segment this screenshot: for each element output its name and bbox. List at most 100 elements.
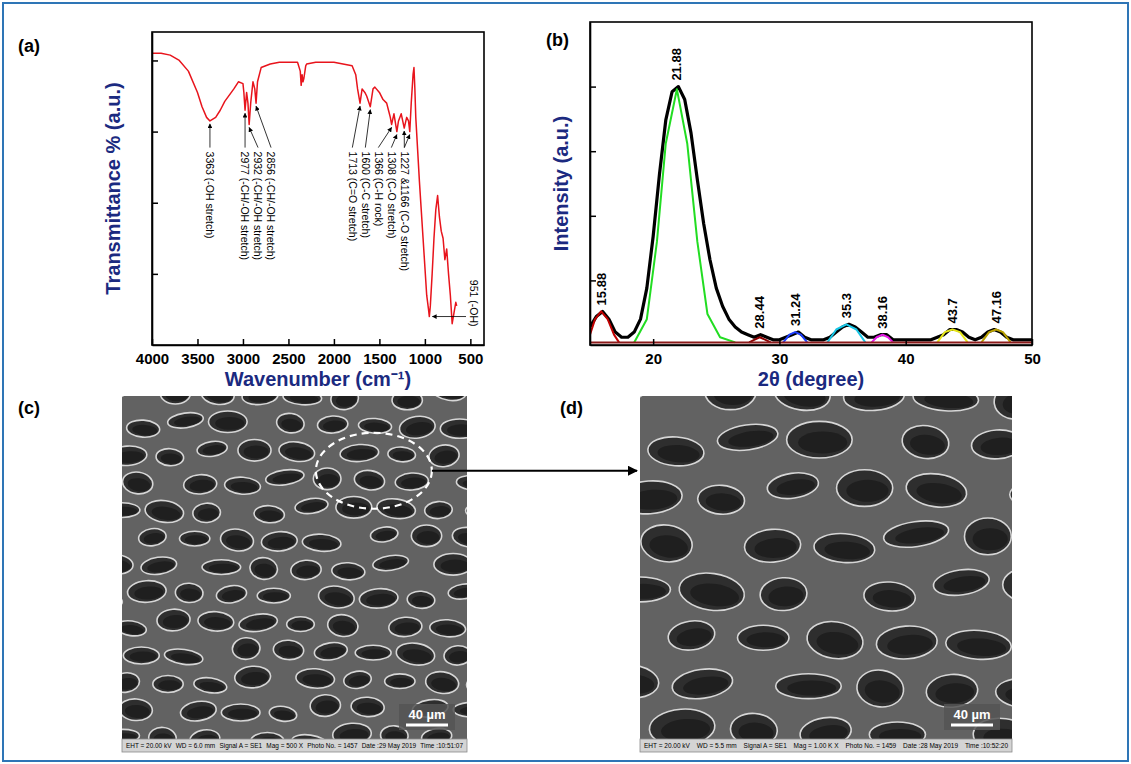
panel-label: (a)	[18, 36, 40, 56]
pore-rim-shadow	[957, 637, 1007, 658]
y-axis-title: Intensity (a.u.)	[550, 116, 572, 252]
peak-label: 31.24	[788, 293, 803, 326]
pore-rim-shadow	[302, 673, 332, 687]
pore	[331, 562, 365, 581]
pore-rim-shadow	[787, 681, 836, 696]
pore	[776, 674, 842, 699]
pore-rim-shadow	[924, 396, 974, 410]
pore-rim-shadow	[151, 505, 182, 522]
pore	[238, 439, 271, 461]
pore-rim-shadow	[221, 589, 245, 602]
pore-rim-shadow	[394, 622, 420, 635]
pore-rim-shadow	[640, 396, 645, 400]
pore-rim-shadow	[657, 444, 700, 464]
x-tick-label: 3000	[227, 350, 260, 367]
image-background	[640, 396, 1012, 752]
pore-rim-shadow	[447, 424, 467, 436]
pore-rim-shadow	[296, 565, 320, 578]
info-bar-text: Mag = 500 X	[266, 742, 303, 750]
annotation-arrow	[365, 110, 370, 148]
pore	[759, 576, 808, 612]
pore-rim-shadow	[887, 633, 934, 656]
x-tick: 1500	[363, 339, 396, 367]
y-tick-mark	[152, 131, 158, 133]
pore-rim-shadow	[186, 705, 214, 720]
pore	[302, 533, 342, 553]
pore	[192, 502, 221, 523]
pore	[805, 618, 866, 662]
annotation-arrow	[352, 106, 360, 147]
pore	[140, 555, 178, 577]
annotation-arrow	[432, 316, 466, 317]
pore-rim-shadow	[714, 396, 753, 405]
y-tick-mark	[152, 202, 158, 204]
x-tick: 40	[898, 339, 915, 367]
annotation-arrow	[391, 135, 397, 148]
pore-rim-shadow	[935, 682, 975, 704]
pore	[167, 411, 205, 431]
data-line	[590, 311, 619, 342]
pore	[122, 698, 153, 722]
data-line	[152, 53, 457, 323]
pore-rim-shadow	[278, 645, 302, 658]
data-line	[937, 329, 967, 342]
annotation-arrow	[404, 131, 405, 148]
peak-label: 43.7	[945, 298, 960, 323]
pore	[434, 554, 467, 576]
figure: 4000350030002500200015001000500Wavenumbe…	[0, 0, 1131, 764]
pore-rim-shadow	[412, 595, 433, 607]
plot-area	[590, 87, 1032, 343]
pore-rim-shadow	[846, 480, 888, 502]
pore-rim-shadow	[648, 533, 689, 560]
annotation-arrow	[209, 124, 210, 148]
pore	[123, 647, 159, 664]
pore-rim-shadow	[863, 678, 901, 705]
y-axis-line	[590, 23, 592, 346]
pore	[716, 421, 780, 454]
annotation-arrow	[378, 127, 391, 147]
pore-rim-shadow	[453, 586, 467, 598]
data-line	[590, 341, 1032, 343]
pore	[232, 637, 261, 660]
data-line	[634, 89, 735, 342]
annotation-label: 951 (-OH)	[468, 280, 480, 327]
pore	[295, 667, 335, 689]
pore	[202, 560, 241, 575]
pore-rim-shadow	[267, 536, 295, 549]
pore	[456, 474, 467, 491]
pore	[904, 470, 969, 511]
pore	[772, 396, 832, 414]
pore	[443, 645, 467, 666]
pore	[670, 665, 734, 702]
annotation-arrow	[249, 127, 258, 147]
pore-rim-shadow	[390, 678, 413, 687]
x-tick-mark	[470, 339, 472, 345]
pore-rim-shadow	[122, 450, 144, 464]
x-tick: 3500	[181, 339, 214, 367]
pore-rim-shadow	[124, 704, 150, 719]
annotation-label: 2977 (-CH/-OH stretch)	[239, 152, 251, 261]
pore	[738, 625, 789, 650]
x-axis-title: Wavenumber (cm⁻¹)	[225, 368, 411, 390]
pore	[453, 702, 467, 717]
pore	[200, 396, 235, 406]
pore-rim-shadow	[273, 709, 295, 721]
pore	[395, 641, 436, 668]
pore-rim-shadow	[798, 431, 847, 453]
pore-rim-shadow	[180, 588, 201, 601]
pore	[447, 582, 467, 601]
pore-rim-shadow	[127, 477, 151, 493]
pore	[385, 674, 415, 689]
pore-rim-shadow	[727, 428, 774, 449]
pore	[238, 612, 279, 634]
y-tick-mark	[152, 274, 158, 276]
pore	[677, 569, 747, 614]
pore	[1003, 566, 1012, 603]
pore-rim-shadow	[640, 488, 678, 511]
pore-rim-shadow	[289, 396, 319, 404]
pore-rim-shadow	[122, 396, 125, 399]
data-line	[827, 324, 865, 342]
pore	[440, 419, 467, 438]
pore	[900, 423, 951, 462]
pore-rim-shadow	[332, 619, 356, 635]
